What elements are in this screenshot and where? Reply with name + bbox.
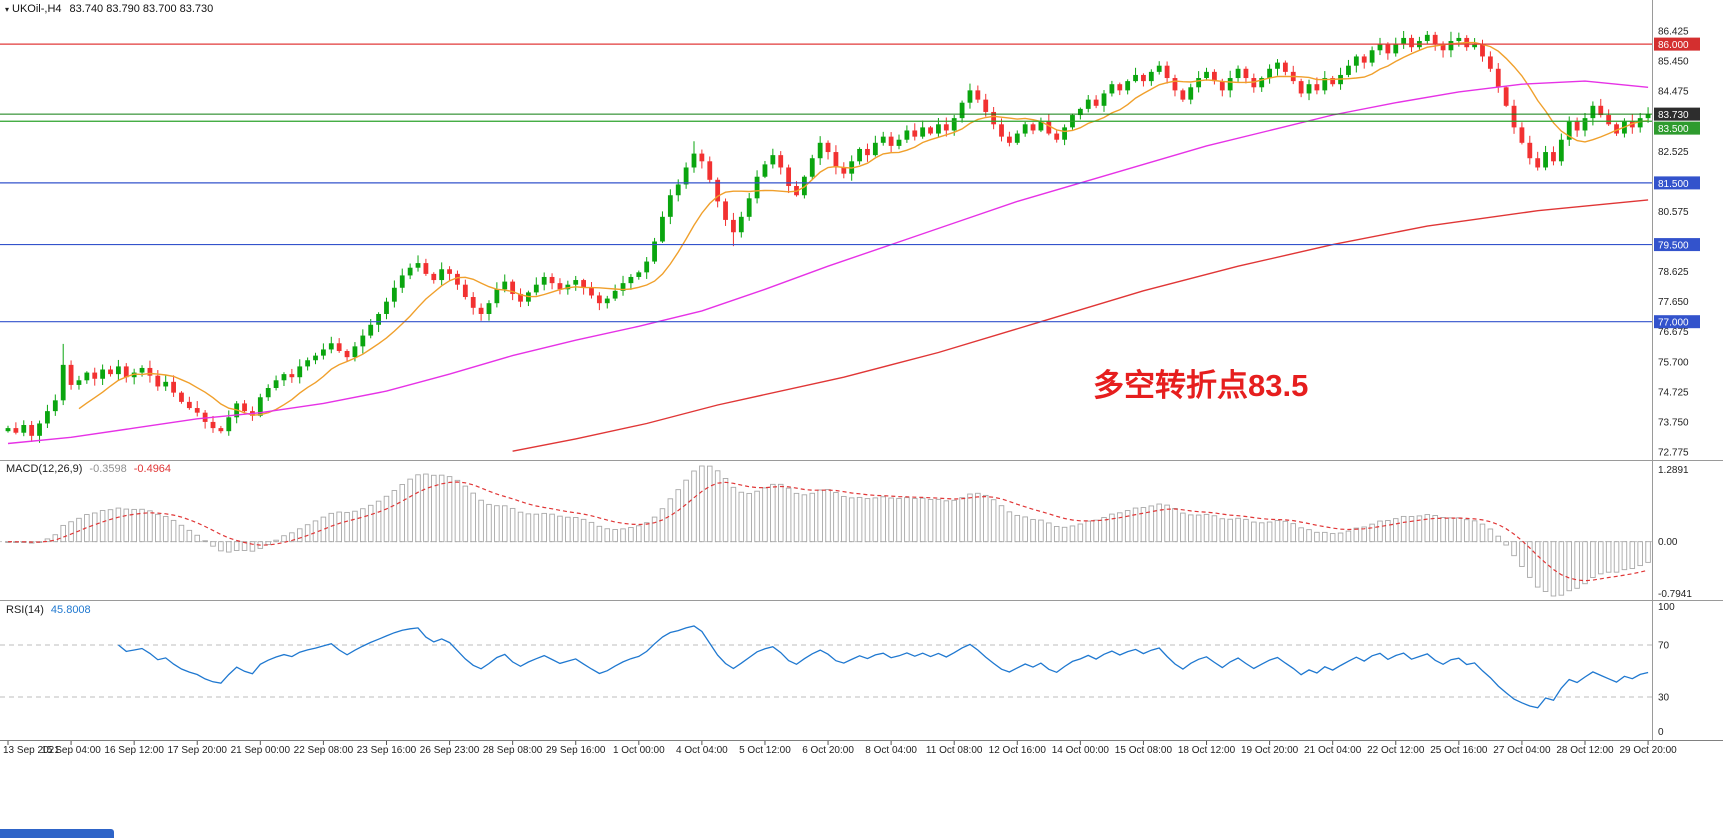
rsi-name: RSI(14) <box>6 604 44 616</box>
svg-text:77.000: 77.000 <box>1658 318 1689 329</box>
svg-text:75.700: 75.700 <box>1658 357 1689 368</box>
svg-text:85.450: 85.450 <box>1658 57 1689 68</box>
svg-text:29 Oct 20:00: 29 Oct 20:00 <box>1619 745 1677 756</box>
svg-text:28 Oct 12:00: 28 Oct 12:00 <box>1556 745 1614 756</box>
svg-text:22 Oct 12:00: 22 Oct 12:00 <box>1367 745 1425 756</box>
taskbar-fragment[interactable] <box>0 829 114 838</box>
rsi-line <box>117 625 1649 709</box>
price-axis[interactable]: 86.425 85.450 84.475 82.525 80.575 78.625 77.6… <box>1658 27 1689 459</box>
svg-text:12 Oct 16:00: 12 Oct 16:00 <box>989 745 1047 756</box>
macd-name: MACD(12,26,9) <box>6 463 83 475</box>
chart-annotation-text: 多空转折点83.5 <box>1093 368 1309 403</box>
svg-text:16 Sep 12:00: 16 Sep 12:00 <box>104 745 164 756</box>
svg-text:14 Oct 00:00: 14 Oct 00:00 <box>1052 745 1110 756</box>
svg-text:70: 70 <box>1658 641 1670 652</box>
svg-text:77.650: 77.650 <box>1658 297 1689 308</box>
ohlc-quote: 83.740 83.790 83.700 83.730 <box>69 3 214 15</box>
svg-text:72.775: 72.775 <box>1658 448 1689 459</box>
svg-text:74.725: 74.725 <box>1658 387 1689 398</box>
macd-signal-value: -0.4964 <box>133 463 172 475</box>
svg-text:86.000: 86.000 <box>1658 40 1689 51</box>
rsi-value: 45.8008 <box>50 604 91 616</box>
svg-text:1 Oct 00:00: 1 Oct 00:00 <box>613 745 665 756</box>
svg-text:22 Sep 08:00: 22 Sep 08:00 <box>294 745 354 756</box>
svg-text:11 Oct 08:00: 11 Oct 08:00 <box>926 745 983 756</box>
svg-text:28 Sep 08:00: 28 Sep 08:00 <box>483 745 543 756</box>
svg-text:13 Sep 2021: 13 Sep 2021 <box>3 745 60 756</box>
svg-text:81.500: 81.500 <box>1658 179 1689 190</box>
chart-header: ▾ UKOil-,H4 83.740 83.790 83.700 83.730 <box>5 3 213 15</box>
svg-text:84.475: 84.475 <box>1658 87 1689 98</box>
svg-text:-0.7941: -0.7941 <box>1658 589 1692 600</box>
svg-text:76.675: 76.675 <box>1658 327 1689 338</box>
svg-text:5 Oct 12:00: 5 Oct 12:00 <box>739 745 791 756</box>
svg-text:19 Oct 20:00: 19 Oct 20:00 <box>1241 745 1299 756</box>
svg-text:1.2891: 1.2891 <box>1658 465 1689 476</box>
symbol-dropdown-icon[interactable]: ▾ <box>5 5 10 14</box>
svg-text:27 Oct 04:00: 27 Oct 04:00 <box>1493 745 1551 756</box>
svg-text:6 Oct 20:00: 6 Oct 20:00 <box>802 745 854 756</box>
svg-text:15 Sep 04:00: 15 Sep 04:00 <box>41 745 101 756</box>
svg-text:73.750: 73.750 <box>1658 417 1689 428</box>
svg-text:25 Oct 16:00: 25 Oct 16:00 <box>1430 745 1488 756</box>
svg-text:15 Oct 08:00: 15 Oct 08:00 <box>1115 745 1173 756</box>
macd-signal-line <box>7 481 1649 582</box>
macd-main-value: -0.3598 <box>89 463 127 475</box>
svg-text:26 Sep 23:00: 26 Sep 23:00 <box>420 745 480 756</box>
svg-text:17 Sep 20:00: 17 Sep 20:00 <box>167 745 227 756</box>
svg-text:82.525: 82.525 <box>1658 147 1689 158</box>
macd-histogram <box>5 465 1651 597</box>
svg-text:83.500: 83.500 <box>1658 124 1689 135</box>
rsi-indicator-label: RSI(14) 45.8008 <box>6 604 91 616</box>
horizontal-level-lines[interactable]: 86.000 83.730 83.500 81.500 79.500 77.000 <box>0 37 1700 329</box>
svg-text:86.425: 86.425 <box>1658 27 1689 38</box>
price-chart-canvas[interactable]: 86.425 85.450 84.475 82.525 80.575 78.625 77.6… <box>0 0 1723 760</box>
svg-text:21 Sep 00:00: 21 Sep 00:00 <box>231 745 291 756</box>
svg-text:23 Sep 16:00: 23 Sep 16:00 <box>357 745 417 756</box>
svg-text:83.730: 83.730 <box>1658 110 1689 121</box>
svg-text:80.575: 80.575 <box>1658 207 1689 218</box>
svg-text:100: 100 <box>1658 602 1675 613</box>
macd-indicator-label: MACD(12,26,9) -0.3598 -0.4964 <box>6 463 171 475</box>
svg-text:0.00: 0.00 <box>1658 537 1678 548</box>
svg-text:8 Oct 04:00: 8 Oct 04:00 <box>865 745 917 756</box>
svg-text:78.625: 78.625 <box>1658 267 1689 278</box>
svg-text:30: 30 <box>1658 693 1670 704</box>
svg-text:29 Sep 16:00: 29 Sep 16:00 <box>546 745 606 756</box>
svg-text:18 Oct 12:00: 18 Oct 12:00 <box>1178 745 1236 756</box>
svg-text:0: 0 <box>1658 727 1664 738</box>
svg-text:21 Oct 04:00: 21 Oct 04:00 <box>1304 745 1362 756</box>
symbol-title: UKOil-,H4 <box>12 3 62 15</box>
svg-text:4 Oct 04:00: 4 Oct 04:00 <box>676 745 728 756</box>
svg-text:79.500: 79.500 <box>1658 241 1689 252</box>
